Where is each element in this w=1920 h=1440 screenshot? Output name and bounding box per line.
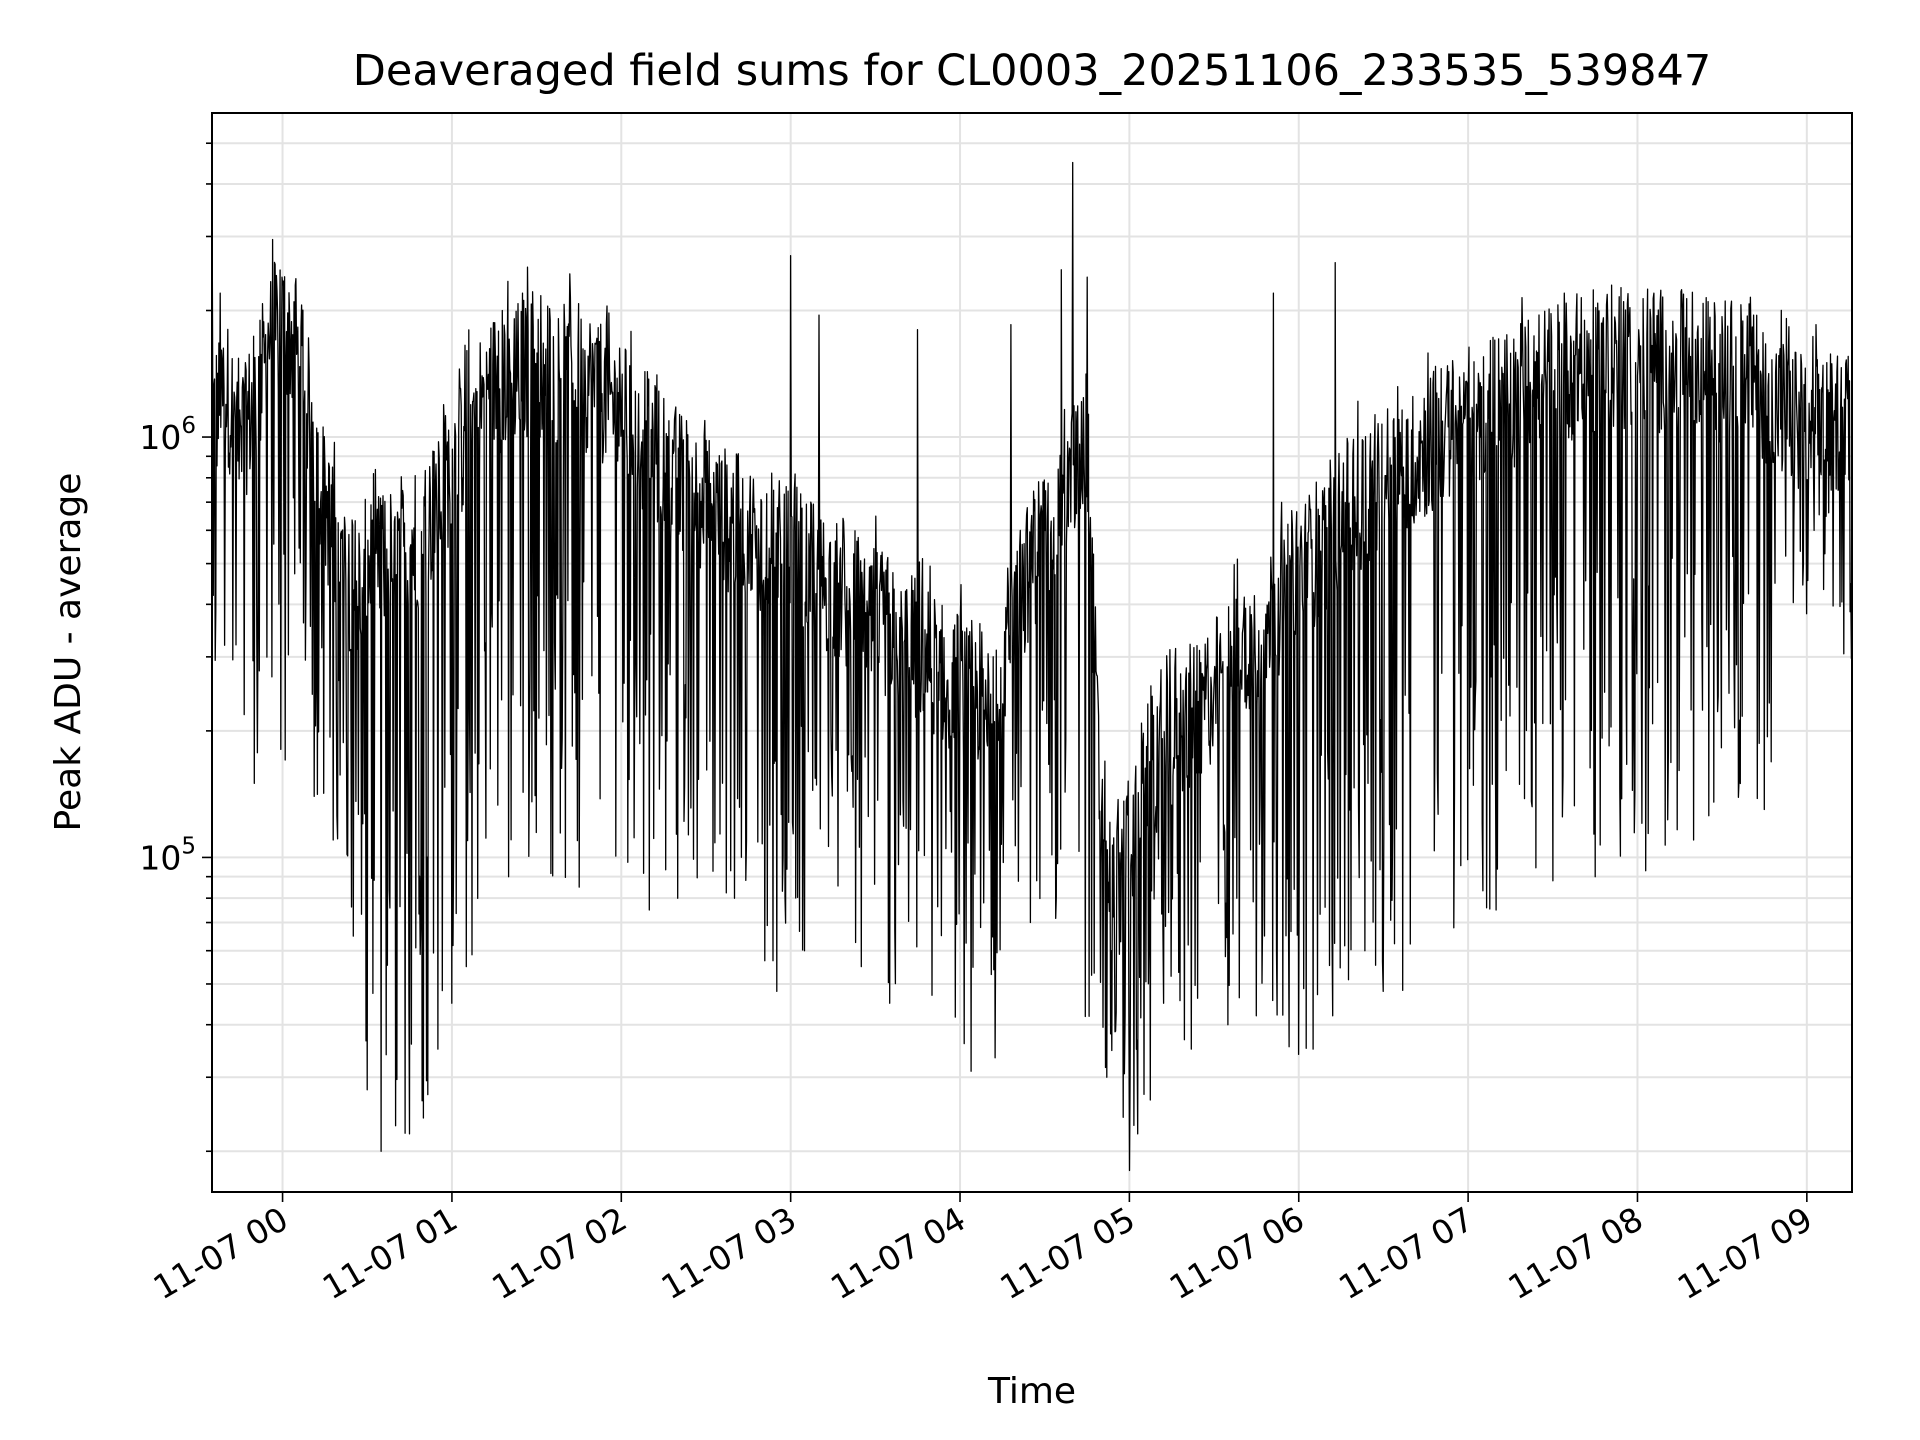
x-tick-label: 11-07 04: [824, 1199, 972, 1307]
x-tick-label: 11-07 00: [147, 1199, 295, 1307]
plot-frame: [211, 112, 1853, 1193]
chart-title: Deaveraged field sums for CL0003_2025110…: [353, 46, 1712, 96]
x-axis: 11-07 00 11-07 01 11-07 02 11-07 03 11-07 04…: [147, 1192, 1819, 1307]
y-tick-label: 106: [139, 413, 196, 457]
x-tick-label: 11-07 07: [1332, 1199, 1480, 1307]
y-axis: 105 106: [139, 142, 212, 1153]
y-tick-label: 105: [139, 833, 196, 877]
x-tick-label: 11-07 02: [485, 1199, 633, 1307]
series-area: [211, 161, 1853, 1172]
x-axis-label: Time: [987, 1371, 1076, 1412]
x-tick-label: 11-07 03: [655, 1199, 803, 1307]
x-tick-label: 11-07 08: [1501, 1199, 1649, 1307]
x-tick-label: 11-07 01: [316, 1199, 464, 1307]
x-tick-label: 11-07 09: [1671, 1199, 1819, 1307]
y-axis-label: Peak ADU - average: [48, 473, 89, 832]
x-tick-label: 11-07 05: [993, 1199, 1141, 1307]
series-line: [211, 161, 1853, 1172]
x-tick-label: 11-07 06: [1163, 1199, 1311, 1307]
